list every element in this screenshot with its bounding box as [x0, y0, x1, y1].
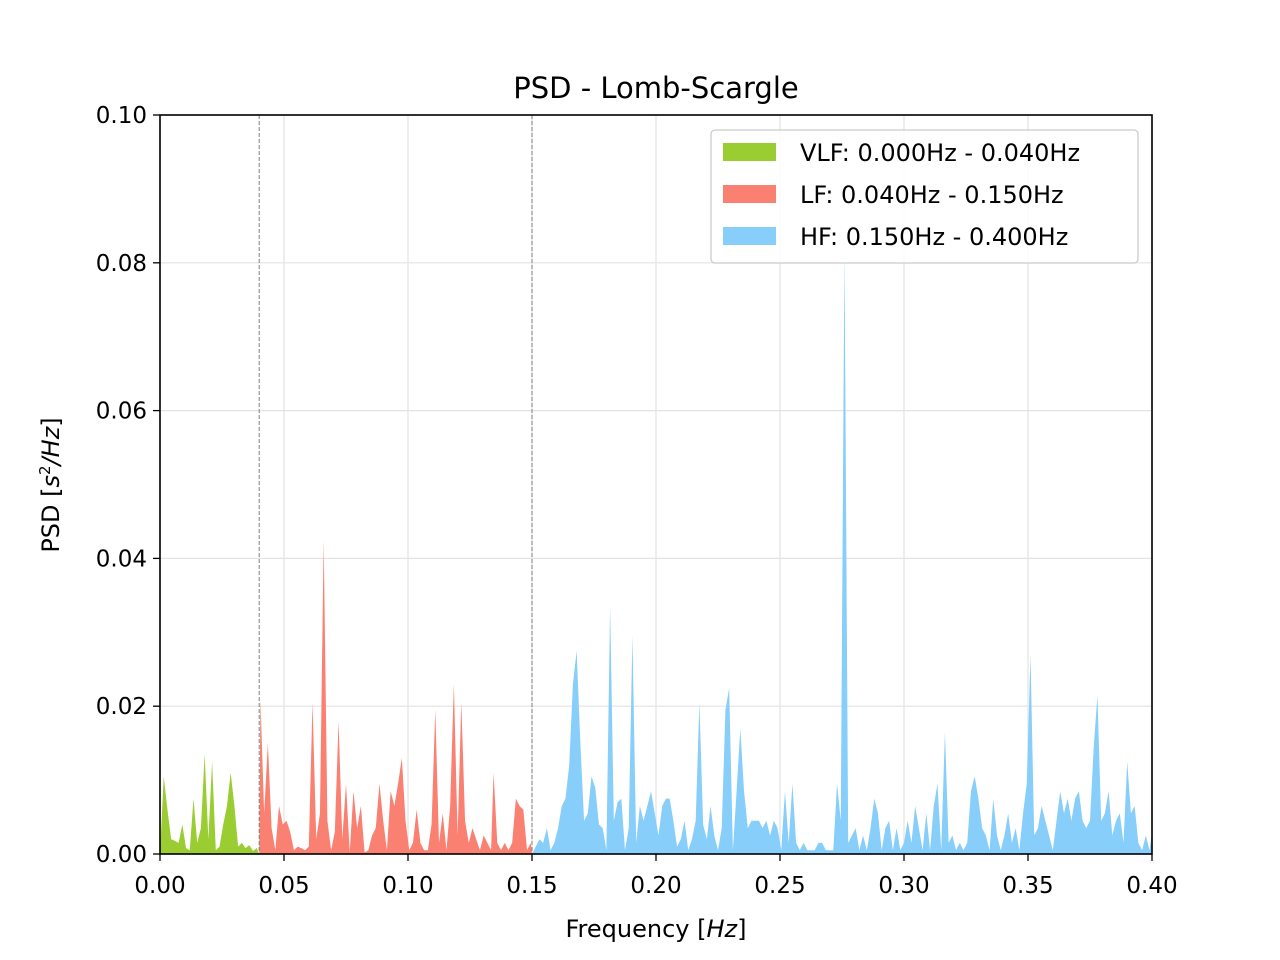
legend-label: HF: 0.150Hz - 0.400Hz [800, 223, 1068, 251]
legend: VLF: 0.000Hz - 0.040Hz LF: 0.040Hz - 0.15… [710, 129, 1139, 264]
y-tick-label: 0.06 [96, 399, 147, 425]
x-tick-label: 0.10 [382, 873, 433, 899]
legend-box [710, 129, 1139, 264]
x-tick-label: 0.15 [506, 873, 557, 899]
legend-label: LF: 0.040Hz - 0.150Hz [800, 181, 1064, 209]
legend-swatch [723, 143, 776, 161]
y-tick-label: 0.08 [96, 251, 147, 277]
chart-title: PSD - Lomb-Scargle [513, 71, 798, 105]
x-tick-label: 0.30 [878, 873, 929, 899]
x-tick-label: 0.20 [630, 873, 681, 899]
x-axis-label: Frequency [Hz] [565, 915, 746, 943]
axes: 0.00 0.05 0.10 0.15 0.20 0.25 0.30 0.35 0.40 0.00… [96, 103, 1178, 899]
legend-label: VLF: 0.000Hz - 0.040Hz [800, 139, 1080, 167]
y-tick-label: 0.00 [96, 842, 147, 868]
x-tick-label: 0.00 [134, 873, 185, 899]
series-area-2 [532, 251, 1152, 855]
y-axis-label: PSD [s2/Hz] [36, 417, 65, 552]
y-tick-label: 0.10 [96, 103, 147, 129]
legend-swatch [723, 227, 776, 245]
x-tick-label: 0.40 [1126, 873, 1177, 899]
x-tick-label: 0.25 [754, 873, 805, 899]
series-area-1 [259, 539, 532, 854]
x-tick-label: 0.05 [258, 873, 309, 899]
y-tick-label: 0.02 [96, 694, 147, 720]
series-areas [160, 251, 1152, 855]
series-area-0 [160, 754, 260, 854]
x-tick-label: 0.35 [1002, 873, 1053, 899]
y-tick-label: 0.04 [96, 546, 147, 572]
legend-swatch [723, 185, 776, 203]
band-boundaries [258, 115, 533, 854]
